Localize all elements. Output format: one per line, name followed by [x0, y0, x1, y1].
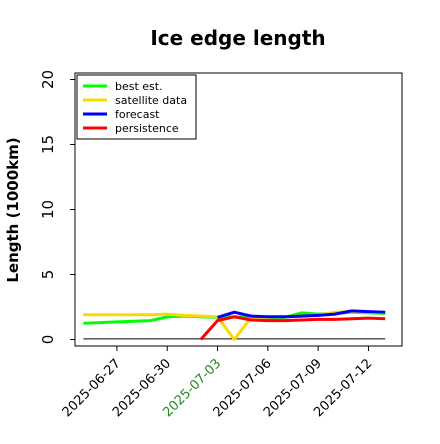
- chart-title: Ice edge length: [150, 26, 325, 50]
- y-tick-label: 20: [39, 70, 57, 89]
- legend-label: persistence: [115, 122, 179, 135]
- series-line-forecast: [217, 309, 386, 319]
- legend-label: satellite data: [115, 94, 187, 107]
- series-line-persistence: [199, 315, 386, 341]
- y-axis-label: Length (1000km): [4, 137, 22, 282]
- y-tick-label: 10: [39, 200, 57, 219]
- legend-label: best est.: [115, 80, 163, 93]
- y-tick-label: 15: [39, 135, 57, 154]
- plot-frame: [74, 72, 403, 347]
- y-tick-label: 5: [39, 270, 57, 280]
- y-tick-label: 0: [39, 335, 57, 345]
- legend: best est.satellite dataforecastpersisten…: [76, 74, 197, 140]
- series-line-satellite-data: [83, 310, 386, 341]
- legend-label: forecast: [115, 108, 160, 121]
